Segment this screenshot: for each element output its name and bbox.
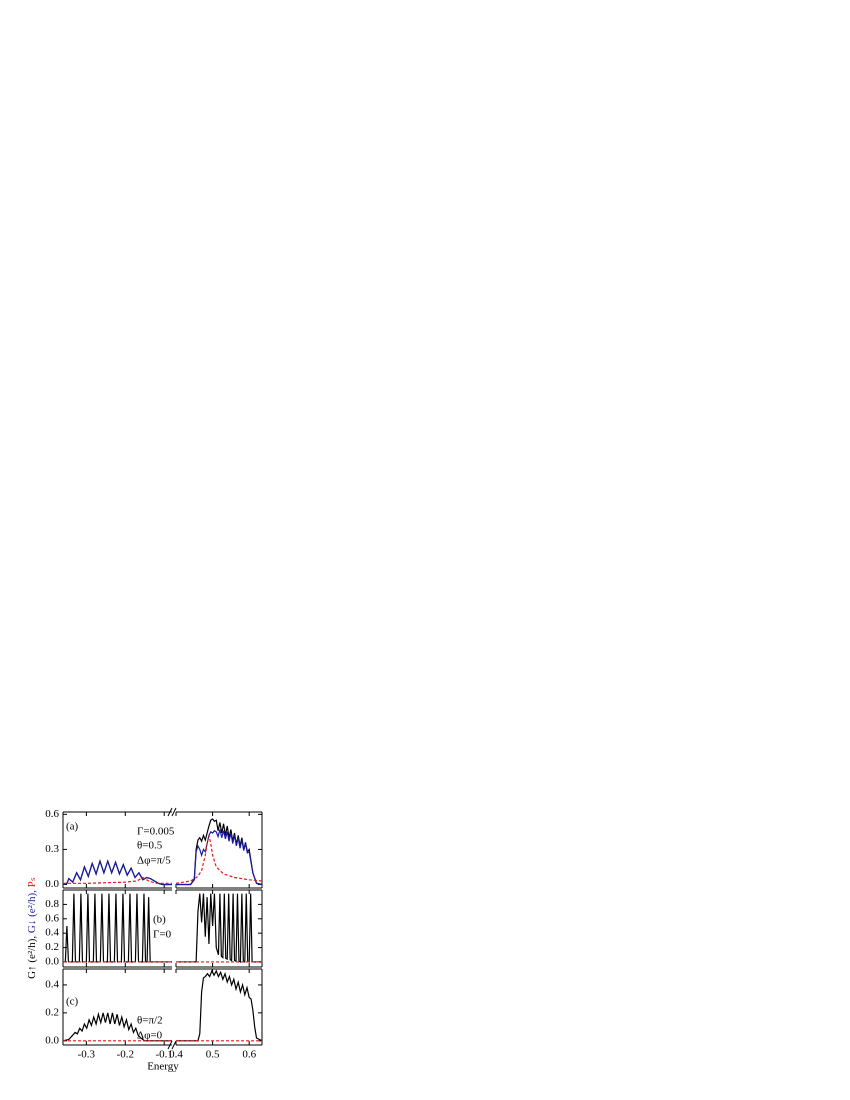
x-tick-label: -0.2 xyxy=(117,1049,134,1061)
y-tick-label: 0.3 xyxy=(45,843,59,855)
x-tick-label: 0.6 xyxy=(242,1049,256,1061)
y-tick-label: 0.2 xyxy=(45,1006,59,1018)
y-label-part: Pₛ xyxy=(26,877,38,887)
x-tick-label: -0.3 xyxy=(78,1049,96,1061)
series-line xyxy=(63,876,172,884)
annotation: Γ=0 xyxy=(153,929,172,941)
x-tick-label: 0.4 xyxy=(169,1049,183,1061)
annotation: θ=0.5 xyxy=(137,840,163,852)
series-line xyxy=(176,829,263,886)
y-tick-label: 0.4 xyxy=(45,927,59,939)
annotation: (b) xyxy=(153,914,166,926)
series-line xyxy=(175,835,263,884)
y-axis-label: G↑ (e²/h), G↓ (e²/h), Pₛ xyxy=(26,877,38,979)
series-line xyxy=(176,969,263,1042)
x-tick-label: -0.1 xyxy=(156,1049,173,1061)
break-mark xyxy=(171,807,177,817)
x-tick-label: 0.5 xyxy=(206,1049,220,1061)
series-line xyxy=(62,859,172,886)
annotation: Δφ=π/5 xyxy=(137,855,171,867)
annotation: Δφ=0 xyxy=(137,1030,163,1042)
y-label-part: G↑ (e²/h), xyxy=(26,933,38,979)
y-tick-label: 0.8 xyxy=(45,898,59,910)
annotation: (a) xyxy=(66,821,79,833)
annotation: Γ=0.005 xyxy=(137,826,175,838)
y-tick-label: 0.2 xyxy=(45,941,59,953)
break-mark xyxy=(171,1040,177,1050)
x-axis-label: Energy xyxy=(147,1061,179,1073)
y-tick-label: 0.4 xyxy=(45,978,59,990)
y-tick-label: 0.0 xyxy=(45,1034,59,1046)
series-line xyxy=(62,1011,172,1042)
annotation: θ=π/2 xyxy=(137,1015,163,1027)
y-label-part: G↓ (e²/h), xyxy=(26,887,38,933)
annotation: (c) xyxy=(66,996,79,1008)
series-line xyxy=(176,893,262,963)
y-tick-label: 0.0 xyxy=(45,955,59,967)
y-tick-label: 0.6 xyxy=(45,808,59,820)
y-tick-label: 0.0 xyxy=(45,878,59,890)
y-tick-label: 0.6 xyxy=(45,912,59,924)
